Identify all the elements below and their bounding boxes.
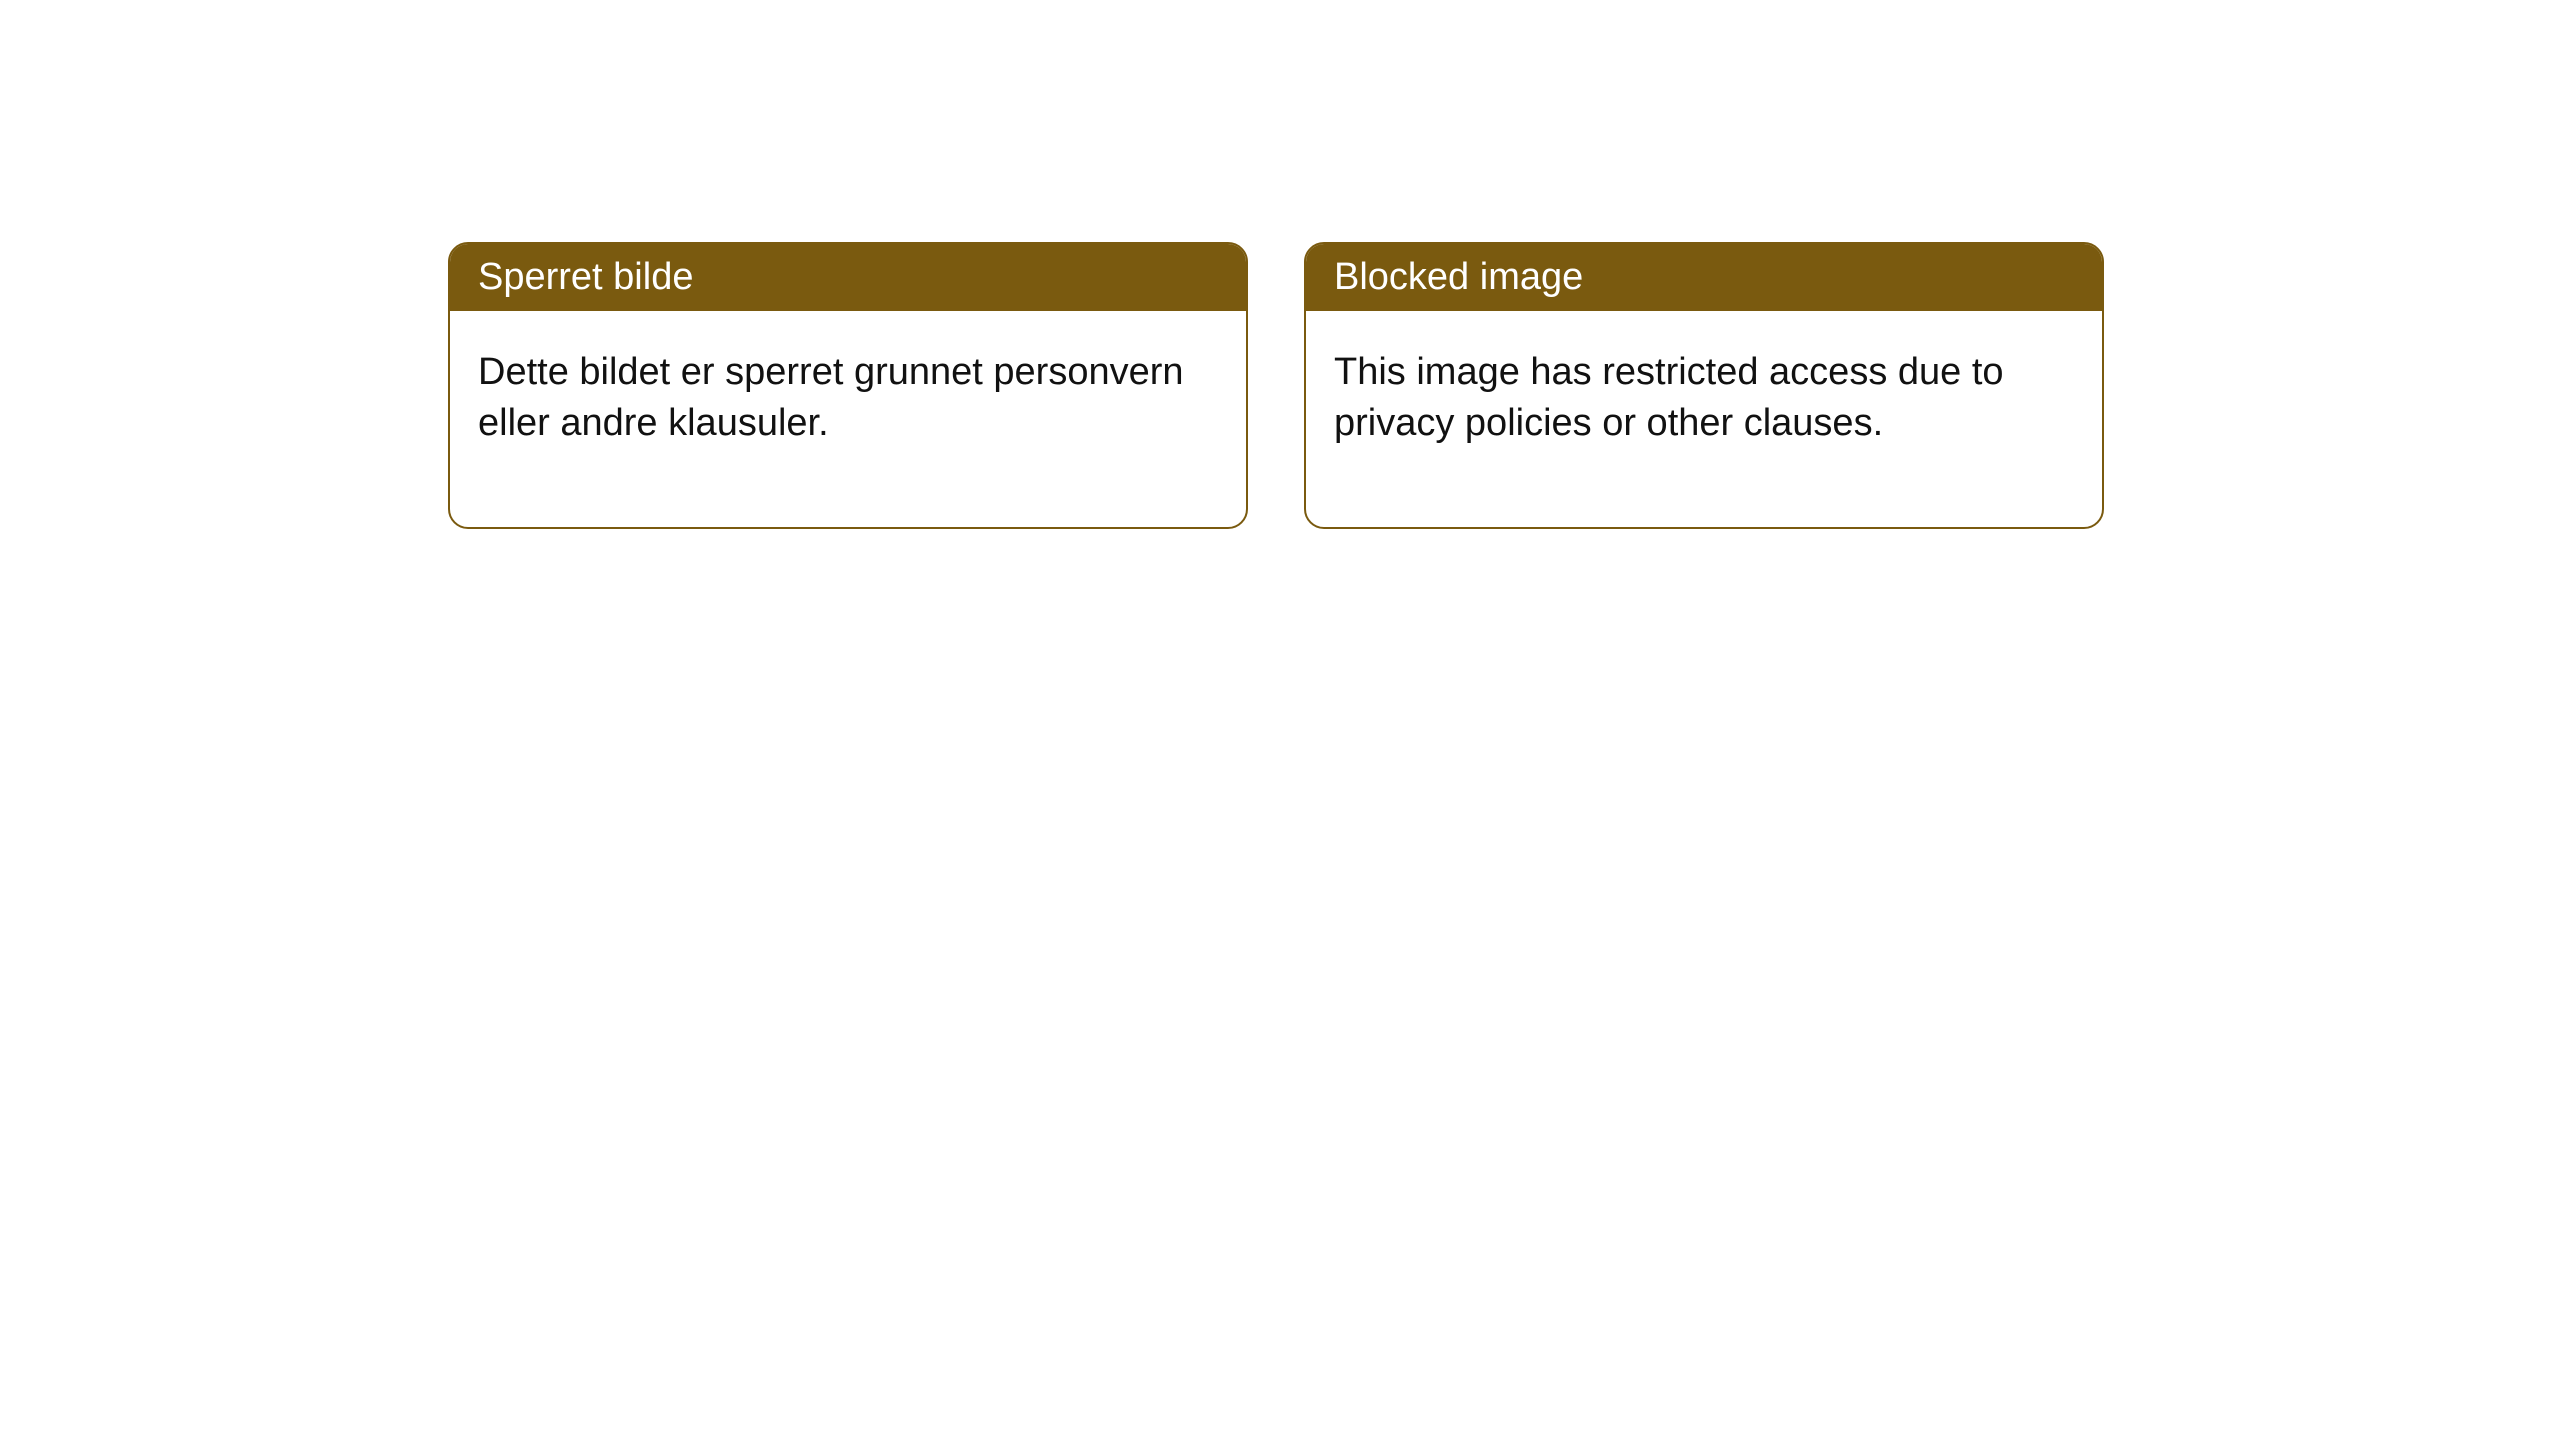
notice-cards-container: Sperret bilde Dette bildet er sperret gr… [448,242,2104,529]
notice-card-title: Blocked image [1306,244,2102,311]
notice-card-english: Blocked image This image has restricted … [1304,242,2104,529]
notice-card-norwegian: Sperret bilde Dette bildet er sperret gr… [448,242,1248,529]
notice-card-body: This image has restricted access due to … [1306,311,2102,527]
notice-card-body: Dette bildet er sperret grunnet personve… [450,311,1246,527]
notice-card-title: Sperret bilde [450,244,1246,311]
